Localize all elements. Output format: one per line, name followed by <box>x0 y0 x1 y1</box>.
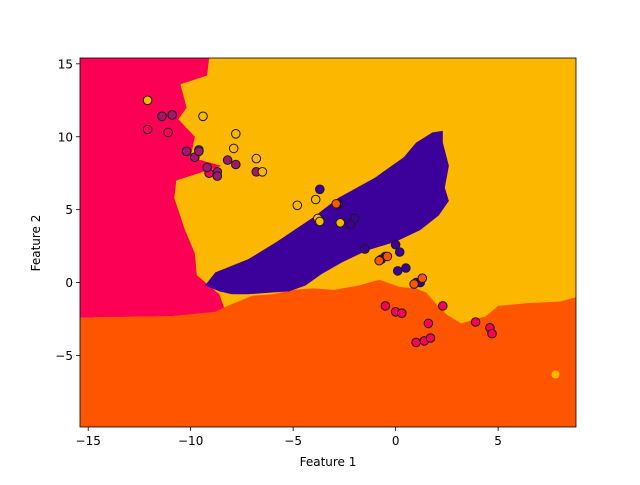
data-point <box>142 95 153 106</box>
region-pink <box>80 58 226 318</box>
region-islet <box>551 370 560 379</box>
data-point <box>231 159 241 170</box>
data-point <box>487 328 497 339</box>
y-tick-label: 0 <box>65 276 73 290</box>
region-orange <box>80 279 576 427</box>
data-point <box>292 200 303 211</box>
data-point <box>470 317 481 327</box>
data-point <box>157 111 167 122</box>
data-points <box>142 95 497 348</box>
data-point <box>425 333 436 343</box>
y-axis-title: Feature 2 <box>29 215 43 272</box>
data-point <box>335 218 346 228</box>
data-point <box>257 167 268 177</box>
data-point <box>380 301 391 311</box>
x-tick-label: 0 <box>392 434 400 448</box>
data-point <box>392 266 403 276</box>
data-point <box>382 251 393 262</box>
y-axis-ticks: −5 0 5 10 15 <box>55 57 80 363</box>
data-point <box>222 155 233 165</box>
x-axis-title: Feature 1 <box>300 455 357 469</box>
data-point <box>438 301 448 311</box>
data-point <box>374 255 385 266</box>
y-tick-label: 10 <box>58 130 73 144</box>
data-point <box>411 337 421 348</box>
data-point <box>181 146 192 157</box>
x-tick-label: −5 <box>284 434 302 448</box>
data-point <box>231 129 241 139</box>
data-point <box>390 239 401 250</box>
y-tick-label: 5 <box>65 203 73 217</box>
data-point <box>417 273 428 284</box>
data-point <box>401 263 411 273</box>
data-point <box>331 199 342 209</box>
decision-regions <box>80 58 576 427</box>
data-point <box>310 194 321 205</box>
data-point <box>228 143 239 154</box>
data-point <box>315 184 325 195</box>
plot-frame <box>79 57 577 428</box>
data-point <box>202 162 212 173</box>
data-point <box>251 153 262 164</box>
data-point <box>315 216 325 227</box>
data-point <box>423 318 434 329</box>
region-violet <box>205 130 449 295</box>
data-point <box>142 124 153 135</box>
data-point <box>409 279 419 289</box>
x-tick-label: 5 <box>494 434 502 448</box>
data-point <box>167 110 177 120</box>
data-point <box>212 171 223 181</box>
data-point <box>394 247 405 257</box>
x-tick-label: −15 <box>76 434 101 448</box>
data-point <box>194 146 204 157</box>
data-point <box>163 127 173 138</box>
x-axis-ticks: −15 −10 −5 0 5 <box>76 427 502 448</box>
data-point <box>198 111 208 122</box>
data-point <box>397 308 407 319</box>
data-point <box>345 219 356 230</box>
y-tick-label: 15 <box>58 57 73 71</box>
x-tick-label: −10 <box>178 434 203 448</box>
y-tick-label: −5 <box>55 349 73 363</box>
data-point <box>360 244 370 254</box>
